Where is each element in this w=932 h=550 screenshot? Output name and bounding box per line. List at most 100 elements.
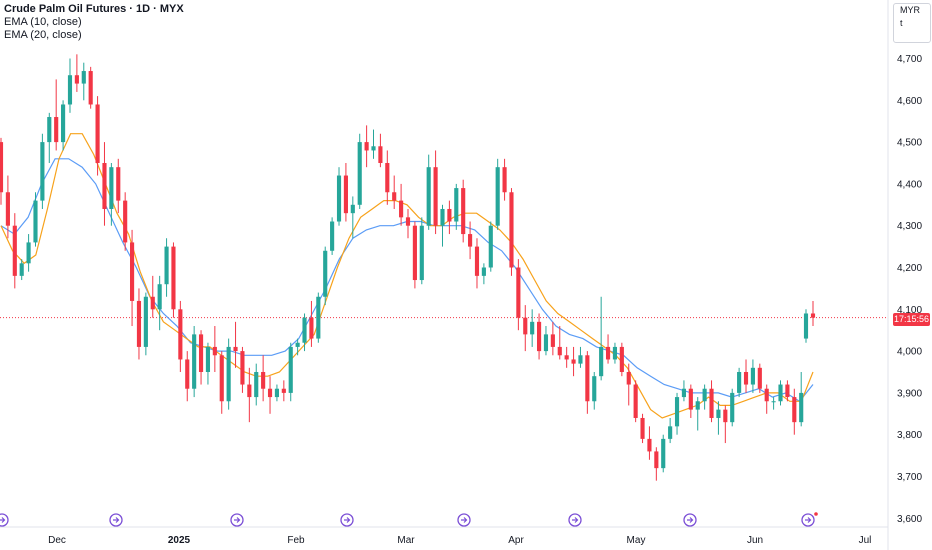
candle [336,167,342,226]
candle-body [19,263,24,276]
candle [123,192,128,251]
candle-body [240,351,245,385]
event-marker-icon[interactable] [340,513,354,527]
candle-body [785,384,790,398]
x-tick-label: Dec [48,535,66,546]
candle [219,351,224,414]
candle-body [143,296,148,347]
candle-body [447,208,452,222]
candle-body [343,175,348,214]
candle [792,388,797,435]
candle-body [716,409,721,418]
event-marker-icon[interactable] [683,513,697,527]
candle-body [709,388,714,418]
candle-body [399,200,404,218]
candle-body [578,355,583,364]
candle-body [295,342,300,347]
candle [185,351,190,402]
candle [412,221,417,289]
candle-body [5,192,10,226]
candle-body [412,225,417,281]
candle-body [205,346,211,372]
candle-body [647,438,652,452]
candle [81,62,86,101]
candle [164,238,169,297]
candle [447,200,452,235]
candle-body [792,397,797,423]
candle-body [810,313,816,318]
ema10-line [0,133,814,419]
candle-body [799,392,804,423]
candle-body [419,225,424,281]
chart-legend: Crude Palm Oil Futures · 1D · MYX EMA (1… [4,3,184,42]
candle [267,376,273,414]
y-tick-label: 4,000 [897,347,922,358]
ema10-legend[interactable]: EMA (10, close) [4,16,82,28]
candle [26,234,31,272]
symbol-title[interactable]: Crude Palm Oil Futures · 1D · MYX [4,3,184,15]
candle-body [219,355,224,402]
candle [95,96,100,176]
candle [205,342,211,385]
candle-body [474,246,480,276]
candle-body [357,142,362,205]
candle-body [702,388,707,402]
candle [136,288,142,360]
candle [33,192,38,247]
candle-body [509,192,514,268]
candle-body [40,142,45,201]
candle-body [302,317,307,343]
candle-body [803,313,809,339]
candle [509,188,514,276]
candle [661,434,666,473]
candle-body [281,388,286,393]
candle [488,221,493,272]
candle [461,179,466,243]
event-marker-icon[interactable] [568,513,582,527]
candle-body [730,392,735,423]
candle-body [592,376,597,402]
ema20-legend[interactable]: EMA (20, close) [4,29,82,41]
candle-body [612,346,618,360]
candle [440,204,445,247]
candle-body [681,388,687,398]
candle [143,292,148,356]
candle [688,384,693,418]
candle-body [12,225,17,276]
candle [109,163,114,226]
candle-body [668,426,673,439]
x-tick-label: Jul [859,535,872,546]
x-tick-label: Apr [508,535,524,546]
candle-body [81,71,86,84]
y-tick-label: 4,700 [897,54,922,65]
candle-body [481,267,486,276]
candle [771,397,776,410]
currency-unit-selector[interactable]: MYR t [893,3,931,43]
candle [371,129,376,159]
candle-body [33,200,38,243]
candle [654,447,659,481]
candle [695,397,700,431]
candle [640,413,645,444]
candle [474,238,480,289]
candle [226,338,231,410]
y-tick-label: 3,600 [897,514,922,525]
candle [323,246,328,306]
y-tick-label: 3,800 [897,430,922,441]
currency-label: MYR [900,5,920,15]
y-tick-label: 3,900 [897,388,922,399]
candle-body [378,146,383,163]
candle-body [495,167,500,226]
current-price-countdown: 17:15:56 [893,313,930,326]
event-marker-icon[interactable] [801,513,815,527]
event-marker-icon[interactable] [109,513,123,527]
event-marker-icon[interactable] [0,513,9,527]
candle [309,300,314,347]
candle-body [136,300,142,347]
candle-body [116,167,121,201]
event-marker-icon[interactable] [230,513,244,527]
event-marker-icon[interactable] [457,513,471,527]
candle-body [67,75,73,105]
candle [571,346,576,377]
